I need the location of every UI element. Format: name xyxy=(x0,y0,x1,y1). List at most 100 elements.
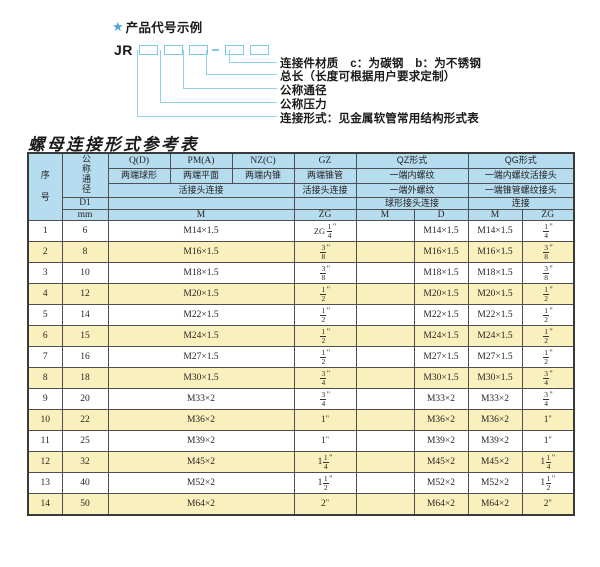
cell-qz-m xyxy=(355,241,415,264)
cell-gz-zg: 3 4 " xyxy=(293,388,357,411)
cell-nominal-bore: 12 xyxy=(61,283,109,306)
leader-line-1 xyxy=(229,50,231,63)
cell-qg-m: M30×1.5 xyxy=(467,367,523,390)
cell-qg-m: M39×2 xyxy=(467,430,523,453)
cell-qz-m xyxy=(355,325,415,348)
leader-line-5 xyxy=(137,50,139,117)
code-dash-separator xyxy=(211,49,219,51)
cell-qg-zg: 1 2 " xyxy=(521,346,575,369)
cell-qz-d: M52×2 xyxy=(413,472,469,495)
table-row: 10 22 M36×2 1" M36×2 M36×2 1" xyxy=(27,409,575,432)
cell-qz-m xyxy=(355,472,415,495)
cell-gz-zg: 1 2 " xyxy=(293,346,357,369)
header-unit-zg-qg: ZG xyxy=(521,208,575,222)
cell-seq: 5 xyxy=(27,304,63,327)
code-prefix-label: JR xyxy=(114,42,133,58)
cell-qg-m: M33×2 xyxy=(467,388,523,411)
cell-qg-zg: 1 2 " xyxy=(521,283,575,306)
cell-gz-zg: 3 8 " xyxy=(293,262,357,285)
cell-qg-m: M18×1.5 xyxy=(467,262,523,285)
code-label-length: 总长（长度可根据用户要求定制） xyxy=(280,71,456,83)
cell-nominal-bore: 18 xyxy=(61,367,109,390)
cell-nominal-bore: 15 xyxy=(61,325,109,348)
cell-gz-zg: 3 8 " xyxy=(293,241,357,264)
table-row: 9 20 M33×2 3 4 " M33×2 M33×2 3 4 " xyxy=(27,388,575,411)
cell-thread-m: M18×1.5 xyxy=(107,262,295,285)
cell-seq: 14 xyxy=(27,493,63,516)
cell-qg-zg: 1 4 " xyxy=(521,220,575,243)
cell-seq: 10 xyxy=(27,409,63,432)
cell-qz-d: M64×2 xyxy=(413,493,469,516)
cell-seq: 13 xyxy=(27,472,63,495)
cell-nominal-bore: 32 xyxy=(61,451,109,474)
cell-thread-m: M24×1.5 xyxy=(107,325,295,348)
table-row: 13 40 M52×2 1 1 2 " M52×2 M52×2 1 1 2 " xyxy=(27,472,575,495)
header-group-code-qg: QG形式 xyxy=(467,152,575,170)
cell-thread-m: M64×2 xyxy=(107,493,295,516)
cell-thread-m: M30×1.5 xyxy=(107,367,295,390)
header-union-conn-qz: 一端外螺纹 xyxy=(355,182,469,199)
cell-qz-m xyxy=(355,283,415,306)
cell-nominal-bore: 10 xyxy=(61,262,109,285)
table-row: 14 50 M64×2 2" M64×2 M64×2 2" xyxy=(27,493,575,516)
code-box-2 xyxy=(163,45,183,55)
product-code-heading: ★ 产品代号示例 xyxy=(112,17,202,36)
cell-qg-m: M16×1.5 xyxy=(467,241,523,264)
table-row: 4 12 M20×1.5 1 2 " M20×1.5 M20×1.5 1 2 " xyxy=(27,283,575,306)
cell-qg-zg: 1" xyxy=(521,430,575,453)
table-row: 12 32 M45×2 1 1 4 " M45×2 M45×2 1 1 4 " xyxy=(27,451,575,474)
cell-thread-m: M52×2 xyxy=(107,472,295,495)
header-group-end-gz: 两端锥管 xyxy=(293,168,357,184)
cell-thread-m: M16×1.5 xyxy=(107,241,295,264)
cell-qg-zg: 1 1 4 " xyxy=(521,451,575,474)
cell-seq: 6 xyxy=(27,325,63,348)
header-nominal-bore-label: 公称通径 xyxy=(80,154,91,194)
cell-seq: 11 xyxy=(27,430,63,453)
table-row: 3 10 M18×1.5 3 8 " M18×1.5 M18×1.5 3 8 " xyxy=(27,262,575,285)
header-group-end-nzc: 两端内锥 xyxy=(231,168,295,184)
cell-qg-zg: 1 2 " xyxy=(521,325,575,348)
cell-gz-zg: 3 4 " xyxy=(293,367,357,390)
table-row: 2 8 M16×1.5 3 8 " M16×1.5 M16×1.5 3 8 " xyxy=(27,241,575,264)
cell-qz-d: M30×1.5 xyxy=(413,367,469,390)
table-row: 6 15 M24×1.5 1 2 " M24×1.5 M24×1.5 1 2 " xyxy=(27,325,575,348)
leader-line-4-h xyxy=(160,102,277,104)
header-seq: 序 号 xyxy=(27,152,63,222)
leader-line-3 xyxy=(183,50,185,89)
cell-nominal-bore: 8 xyxy=(61,241,109,264)
cell-qz-m xyxy=(355,451,415,474)
header-unit-m-qz: M xyxy=(355,208,415,222)
cell-qz-d: M22×1.5 xyxy=(413,304,469,327)
header-group-code-qd: Q(D) xyxy=(107,152,171,170)
leader-line-5-h xyxy=(137,116,277,118)
cell-qg-m: M14×1.5 xyxy=(467,220,523,243)
header-unit-m-qg: M xyxy=(467,208,523,222)
header-union-conn-qpmnz: 活接头连接 xyxy=(107,182,295,199)
cell-qz-d: M20×1.5 xyxy=(413,283,469,306)
product-code-heading-label: 产品代号示例 xyxy=(125,21,203,35)
header-group-end-qg: 一端内螺纹活接头 xyxy=(467,168,575,184)
cell-thread-m: M36×2 xyxy=(107,409,295,432)
cell-qz-d: M24×1.5 xyxy=(413,325,469,348)
cell-qg-m: M27×1.5 xyxy=(467,346,523,369)
header-nominal-bore: 公称通径 xyxy=(61,152,109,199)
header-group-code-pma: PM(A) xyxy=(169,152,233,170)
code-label-pressure: 公称压力 xyxy=(280,99,327,111)
cell-nominal-bore: 50 xyxy=(61,493,109,516)
cell-qg-zg: 3 4 " xyxy=(521,388,575,411)
table-title: 螺母连接形式参考表 xyxy=(28,135,199,154)
cell-qg-m: M22×1.5 xyxy=(467,304,523,327)
cell-qz-d: M27×1.5 xyxy=(413,346,469,369)
cell-qz-m xyxy=(355,388,415,411)
cell-qz-d: M33×2 xyxy=(413,388,469,411)
header-unit-m-main: M xyxy=(107,208,295,222)
cell-gz-zg: 2" xyxy=(293,493,357,516)
cell-gz-zg: ZG 1 4 " xyxy=(293,220,357,243)
cell-qz-d: M16×1.5 xyxy=(413,241,469,264)
cell-thread-m: M33×2 xyxy=(107,388,295,411)
cell-qz-d: M18×1.5 xyxy=(413,262,469,285)
cell-qg-m: M52×2 xyxy=(467,472,523,495)
cell-gz-zg: 1 2 " xyxy=(293,325,357,348)
header-row4-blank-gz xyxy=(293,197,357,210)
cell-nominal-bore: 22 xyxy=(61,409,109,432)
